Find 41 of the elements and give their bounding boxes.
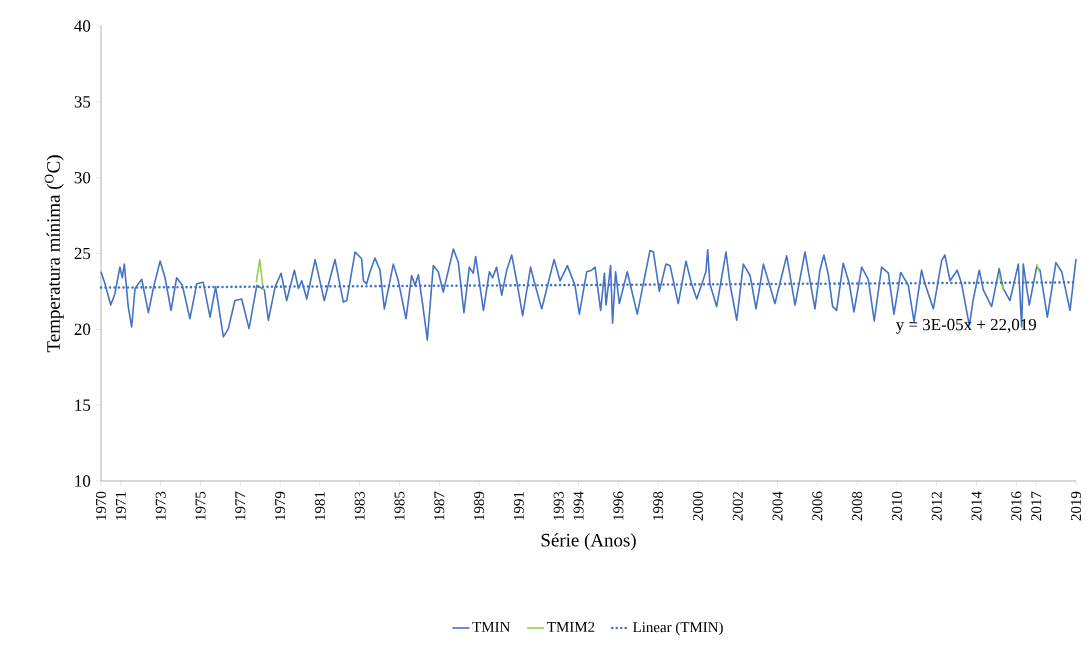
legend-label: Linear (TMIN): [633, 621, 723, 636]
x-tick-label: 1991: [513, 492, 524, 520]
x-tick-label: 2019: [1070, 491, 1082, 521]
y-tick-label: 35: [74, 96, 91, 108]
y-axis-title: Temperatura mínima ($^{O}$C): [44, 155, 64, 353]
y-tick-label: 15: [75, 399, 91, 411]
x-tick-label: 2014: [971, 491, 982, 521]
x-tick-label: 1993: [553, 491, 564, 520]
x-tick-label: 1996: [613, 491, 624, 520]
x-tick-label: 1973: [155, 491, 166, 520]
x-tick-label: 1975: [195, 491, 206, 520]
x-tick-label: 1979: [275, 491, 286, 520]
x-tick-label: 2016: [1011, 491, 1022, 521]
x-tick-label: 2002: [732, 492, 743, 521]
x-tick-label: 1977: [235, 491, 246, 520]
x-tick-label: 2017: [1031, 491, 1042, 521]
y-tick-label: 20: [74, 323, 91, 336]
x-tick-label: 1994: [573, 491, 584, 520]
legend-label: TMIN: [472, 621, 510, 632]
x-tick-label: 1970: [95, 491, 107, 520]
x-tick-label: 2000: [692, 491, 703, 521]
x-tick-label: 2004: [772, 491, 783, 521]
x-tick-label: 1989: [474, 491, 485, 520]
y-tick-label: 30: [74, 171, 91, 184]
annotation: y = 3E-05x + 22,019: [895, 318, 1037, 334]
x-tick-label: 1987: [434, 491, 445, 520]
line-series: [100, 248, 1077, 341]
x-tick-label: 1981: [314, 492, 325, 520]
x-tick-label: 2006: [812, 491, 823, 521]
x-tick-label: 2010: [891, 491, 902, 521]
x-tick-label: 1971: [115, 492, 126, 520]
x-tick-label: 2012: [931, 492, 942, 521]
y-tick-label: 25: [74, 247, 91, 260]
x-axis-title: Série (Anos): [541, 533, 636, 551]
x-tick-label: 1985: [394, 491, 405, 520]
x-tick-label: 1983: [354, 491, 365, 520]
y-tick-label: 40: [74, 20, 91, 32]
x-tick-label: 1998: [653, 491, 664, 520]
legend-label: TMIM2: [547, 621, 595, 632]
y-tick-label: 10: [75, 475, 91, 487]
x-tick-label: 2008: [852, 491, 863, 521]
